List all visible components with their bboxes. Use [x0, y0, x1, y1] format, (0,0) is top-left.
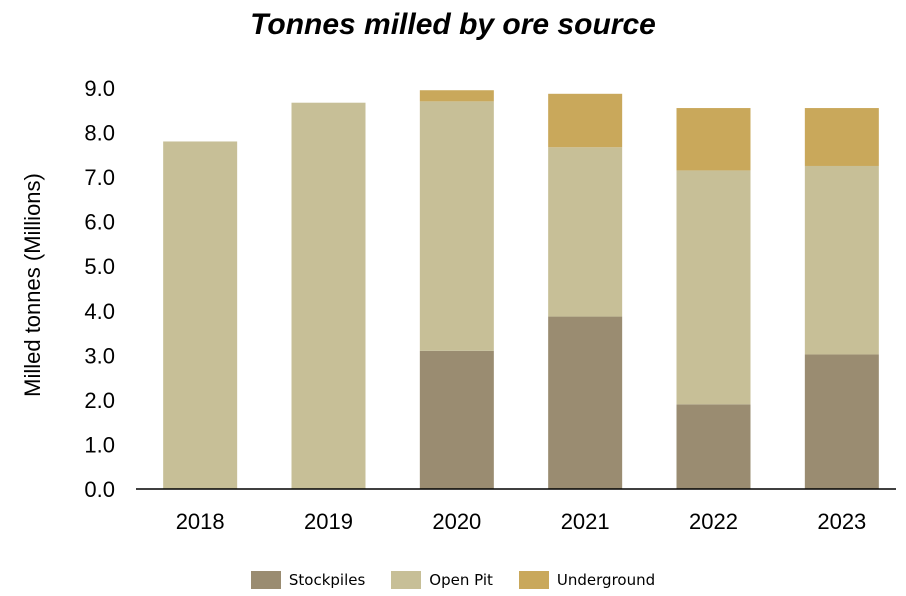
y-tick-label: 0.0 — [84, 477, 115, 502]
y-tick-label: 7.0 — [84, 165, 115, 190]
bar-underground-2021 — [548, 93, 623, 148]
legend-swatch — [250, 571, 281, 589]
chart-title: Tonnes milled by ore source — [250, 8, 656, 41]
bar-stockpiles-2021 — [548, 316, 623, 489]
x-tick-label: 2020 — [432, 509, 481, 534]
y-tick-label: 2.0 — [84, 388, 115, 413]
y-tick-label: 1.0 — [84, 432, 115, 457]
x-tick-label: 2021 — [561, 509, 610, 534]
x-tick-label: 2023 — [817, 509, 866, 534]
bar-underground-2023 — [804, 108, 879, 166]
legend-swatch — [518, 571, 549, 589]
bar-open-pit-2023 — [804, 165, 879, 355]
legend-label: Open Pit — [429, 571, 493, 589]
y-tick-label: 6.0 — [84, 210, 115, 235]
x-tick-label: 2019 — [304, 509, 353, 534]
x-axis-ticks: 2018 2019 2020 2021 2022 2023 — [176, 509, 867, 534]
y-tick-label: 3.0 — [84, 343, 115, 368]
bar-stockpiles-2020 — [419, 350, 494, 489]
bar-open-pit-2019 — [291, 102, 366, 489]
y-tick-label: 5.0 — [84, 254, 115, 279]
bar-stockpiles-2022 — [676, 404, 751, 489]
legend-item-open-pit: Open Pit — [391, 571, 493, 589]
y-tick-label: 9.0 — [84, 76, 115, 101]
bar-open-pit-2020 — [419, 101, 494, 351]
legend-label: Underground — [556, 571, 656, 589]
bar-open-pit-2021 — [548, 147, 623, 317]
bar-stockpiles-2023 — [804, 354, 879, 489]
legend-swatch — [391, 571, 422, 589]
legend-label: Stockpiles — [288, 571, 366, 589]
legend: Stockpiles Open Pit Underground — [0, 571, 906, 589]
legend-item-stockpiles: Stockpiles — [250, 571, 366, 589]
bar-open-pit-2022 — [676, 170, 751, 405]
bars-layer — [163, 90, 879, 489]
bar-open-pit-2018 — [163, 141, 238, 489]
y-tick-label: 8.0 — [84, 121, 115, 146]
x-tick-label: 2022 — [689, 509, 738, 534]
y-axis-ticks: 0.0 1.0 2.0 3.0 4.0 5.0 6.0 7.0 8.0 9.0 — [84, 76, 115, 502]
bar-underground-2022 — [676, 108, 751, 171]
x-tick-label: 2018 — [176, 509, 225, 534]
bar-underground-2020 — [419, 90, 494, 102]
y-tick-label: 4.0 — [84, 299, 115, 324]
legend-item-underground: Underground — [518, 571, 656, 589]
